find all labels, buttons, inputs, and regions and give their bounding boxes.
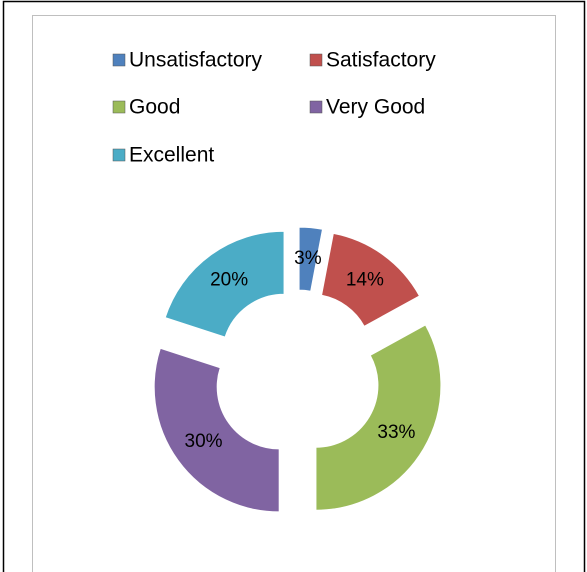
doughnut-segment [164,230,285,338]
data-label: 30% [185,431,223,452]
data-label: 20% [210,270,248,291]
doughnut-segment [298,226,324,292]
legend-marker [309,53,323,67]
doughnut-segment [320,232,421,328]
data-label: 3% [294,248,322,269]
legend-label: Good [129,96,180,119]
legend-marker [309,100,323,114]
legend-label: Very Good [326,96,425,119]
legend-marker [112,148,126,162]
doughnut-segment [153,347,280,513]
legend-label: Unsatisfactory [129,49,263,72]
chart-area [32,15,556,572]
doughnut-segment [315,324,442,511]
data-label: 33% [377,422,415,443]
legend-label: Excellent [129,144,214,167]
legend-marker [112,53,126,67]
legend-marker [112,100,126,114]
data-label: 14% [346,270,384,291]
legend-label: Satisfactory [326,49,436,72]
